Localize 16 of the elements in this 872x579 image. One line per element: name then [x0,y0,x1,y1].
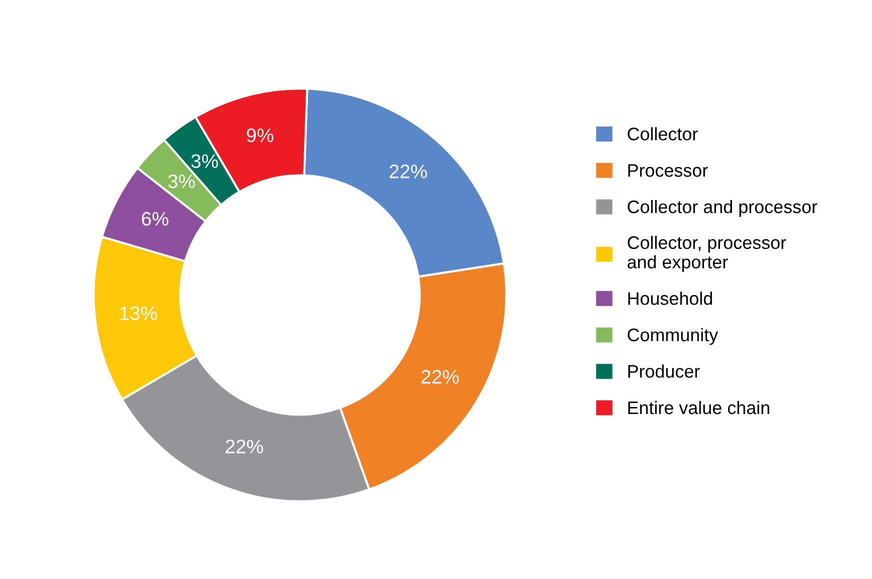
legend-label: Entire value chain [628,400,770,414]
data-label: 3% [168,174,195,188]
data-label: 6% [142,212,168,226]
legend-label: Producer [628,364,700,378]
legend-label: Collector [628,127,698,140]
legend-label: Collector and processor [628,200,818,217]
legend-label: Collector, processor and exporter [628,236,786,272]
data-label: 22% [390,164,427,178]
data-label: 22% [226,440,263,454]
legend-label: Community [628,328,718,345]
data-label: 13% [120,306,157,320]
data-label: 9% [246,128,274,142]
data-label: 3% [191,154,218,168]
legend-label: Processor [628,164,708,177]
data-label: 22% [422,370,459,384]
legend-label: Household [628,292,712,305]
